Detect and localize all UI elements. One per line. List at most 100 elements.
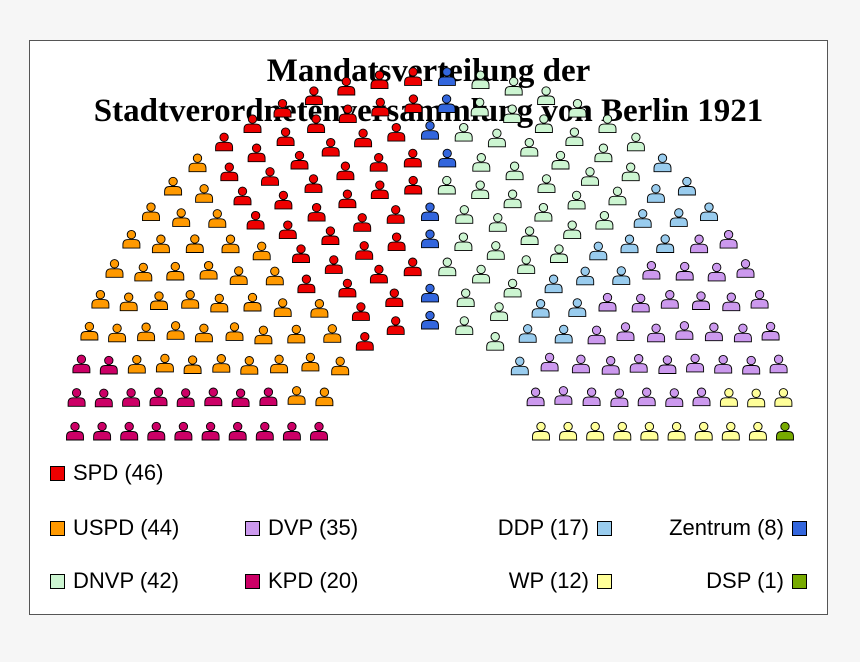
seat-kpd [174, 421, 193, 441]
seat-uspd [122, 229, 141, 249]
seat-ddp [700, 202, 718, 222]
seat-ddp [554, 324, 573, 344]
legend-swatch-dnvp [50, 573, 65, 589]
legend-label-kpd: KPD (20) [268, 568, 359, 593]
seat-dvp [742, 355, 761, 375]
seat-spd [247, 143, 266, 163]
seat-spd [292, 244, 310, 263]
seat-dnvp [565, 127, 584, 147]
seat-spd [404, 94, 423, 113]
seat-dvp [658, 355, 677, 374]
seat-spd [404, 67, 423, 86]
seat-zentrum [421, 121, 439, 140]
seat-spd [371, 97, 390, 117]
seat-wp [667, 421, 686, 441]
seat-dnvp [517, 255, 536, 274]
seat-uspd [254, 325, 273, 345]
seat-dvp [616, 322, 635, 341]
seat-uspd [166, 261, 185, 281]
seat-uspd [210, 293, 229, 313]
seat-uspd [301, 352, 320, 372]
seat-spd [370, 180, 389, 200]
seat-dvp [704, 322, 723, 342]
seat-spd [387, 122, 406, 142]
seat-wp [721, 421, 740, 441]
seat-uspd [270, 354, 289, 374]
seat-ddp [653, 153, 672, 173]
legend-item-ddp: DDP (17) [498, 515, 612, 540]
seat-spd [246, 210, 265, 230]
seat-spd [336, 161, 355, 181]
seat-uspd [151, 234, 170, 254]
seat-wp [694, 421, 713, 441]
seat-spd [321, 226, 340, 245]
seat-dvp [692, 387, 711, 407]
seat-dnvp [503, 189, 522, 209]
seat-kpd [72, 354, 91, 374]
seat-wp [586, 421, 605, 441]
seat-spd [403, 148, 422, 168]
seat-dnvp [486, 332, 505, 351]
seat-dnvp [563, 220, 582, 240]
seat-dvp [761, 321, 780, 341]
seat-dvp [629, 354, 648, 373]
legend-item-dsp: DSP (1) [706, 568, 807, 593]
seat-spd [243, 114, 262, 134]
seat-dvp [714, 354, 733, 374]
seat-spd [369, 153, 388, 172]
seat-spd [304, 86, 323, 105]
seat-uspd [164, 176, 183, 196]
seat-dvp [722, 292, 741, 312]
legend-swatch-uspd [50, 520, 65, 536]
seat-kpd [310, 421, 328, 441]
seat-dvp [610, 388, 629, 408]
seat-dnvp [608, 186, 627, 206]
legend-item-uspd: USPD (44) [50, 515, 180, 540]
seat-uspd [265, 266, 284, 286]
seat-diagram [66, 67, 794, 441]
seat-dnvp [487, 128, 506, 148]
seat-spd [324, 255, 343, 274]
seat-spd [233, 186, 252, 206]
seat-uspd [331, 356, 350, 376]
seat-kpd [99, 355, 118, 375]
seat-dnvp [551, 150, 570, 170]
seat-dnvp [455, 205, 474, 224]
seat-dnvp [594, 143, 613, 163]
seat-spd [355, 241, 374, 260]
seat-dvp [733, 323, 752, 343]
title-line-1: Mandatsverteilung der [266, 53, 591, 89]
seat-ddp [531, 299, 550, 318]
seat-spd [353, 213, 372, 232]
seat-kpd [176, 388, 195, 407]
seat-dnvp [438, 257, 457, 277]
seat-dvp [582, 387, 601, 407]
seat-dvp [647, 323, 666, 343]
seat-kpd [201, 421, 220, 441]
seat-uspd [188, 153, 207, 173]
seat-uspd [194, 323, 213, 343]
seat-dvp [665, 388, 684, 407]
seat-dnvp [505, 161, 524, 181]
seat-spd [337, 76, 356, 96]
seat-uspd [108, 323, 127, 343]
seat-dvp [719, 229, 738, 249]
seat-uspd [150, 291, 168, 310]
legend-swatch-ddp [597, 520, 612, 536]
legend-label-dvp: DVP (35) [268, 515, 359, 540]
seat-zentrum [421, 283, 439, 303]
legend-label-uspd: USPD (44) [73, 515, 180, 540]
seat-uspd [315, 387, 334, 407]
seat-spd [370, 70, 389, 90]
seat-uspd [166, 321, 185, 340]
seat-ddp [620, 234, 639, 254]
seat-kpd [228, 421, 247, 441]
seat-spd [307, 202, 326, 222]
seat-zentrum [421, 202, 439, 222]
seat-dnvp [581, 167, 599, 186]
seat-kpd [66, 421, 84, 441]
seat-dvp [526, 387, 545, 407]
seat-uspd [273, 298, 292, 317]
seat-dnvp [454, 122, 473, 142]
seat-kpd [259, 387, 278, 407]
